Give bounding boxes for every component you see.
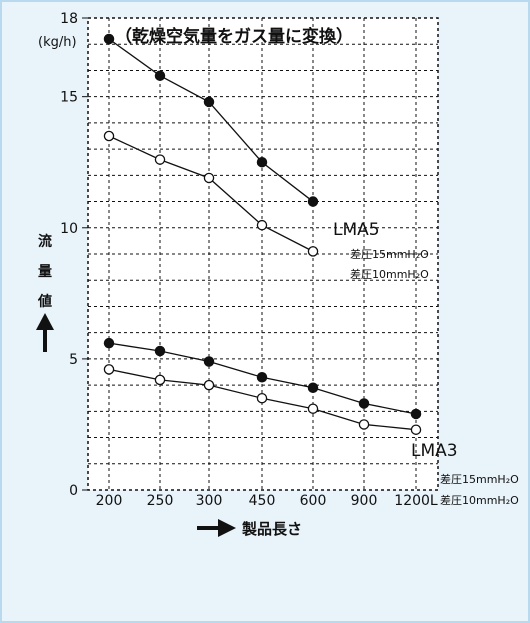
x-tick-label-1: 250 [147, 493, 174, 509]
legend-lma5-dp10: 差圧10mmH₂O [350, 267, 429, 281]
x-tick-label-0: 200 [96, 493, 123, 509]
series-1-point-1 [154, 154, 166, 165]
y-axis-arrow-icon [36, 313, 54, 352]
series-2-point-4 [307, 382, 319, 393]
series-2-point-2 [203, 356, 215, 367]
series-3-point-1 [154, 374, 166, 386]
legend-lma5-dp15: 差圧15mmH₂O [350, 247, 429, 261]
x-tick-label-2: 300 [196, 493, 223, 509]
x-tick-label-3: 450 [249, 493, 276, 509]
series-3-point-2 [203, 379, 215, 391]
series-points [103, 33, 422, 435]
series-3-point-0 [103, 364, 115, 375]
series-2-point-1 [154, 345, 166, 357]
y-tick-label-18: 18 [60, 11, 78, 27]
ylabel-char-2: 量 [38, 264, 52, 280]
y-tick-label-15: 15 [60, 90, 78, 106]
series-3-point-6 [410, 424, 422, 435]
y-tick-label-5: 5 [69, 352, 78, 368]
legend-lma3-dp10: 差圧10mmH₂O [440, 493, 519, 507]
group-label-lma5: LMA5 [333, 220, 380, 240]
series-0-point-2 [203, 96, 215, 108]
group-label-lma3: LMA3 [411, 441, 458, 461]
ylabel-char-3: 値 [37, 293, 52, 310]
series-3-point-3 [256, 392, 268, 404]
y-tick-label-0: 0 [69, 483, 78, 499]
series-1-point-0 [103, 130, 115, 142]
series-0-point-4 [307, 196, 319, 207]
x-axis-arrow-icon [197, 519, 236, 537]
x-tick-label-6: 1200L [394, 493, 438, 509]
series-1-point-2 [203, 172, 215, 184]
x-tick-label-5: 900 [351, 493, 378, 509]
series-1-point-4 [307, 246, 319, 257]
series-0-point-1 [154, 70, 166, 81]
series-3-point-5 [358, 419, 370, 430]
series-1-point-3 [256, 219, 268, 231]
x-axis-label: 製品長さ [241, 520, 302, 538]
series-3-point-4 [307, 403, 319, 414]
tick-labels: 0 5 10 15 18 200 250 300 450 600 900 1200L [60, 11, 438, 509]
y-unit-label: (kg/h) [38, 35, 77, 50]
y-tick-label-10: 10 [60, 221, 78, 237]
x-tick-label-4: 600 [300, 493, 327, 509]
ylabel-char-1: 流 [38, 233, 52, 250]
legend-lma3-dp15: 差圧15mmH₂O [440, 472, 519, 486]
series-2-point-3 [256, 371, 268, 383]
series-2-point-5 [358, 398, 370, 409]
series-0-point-0 [103, 33, 115, 45]
series-0-point-3 [256, 156, 268, 168]
chart-title: （乾燥空気量をガス量に変換） [115, 26, 353, 47]
series-2-point-6 [410, 408, 422, 420]
series-2-point-0 [103, 337, 115, 349]
